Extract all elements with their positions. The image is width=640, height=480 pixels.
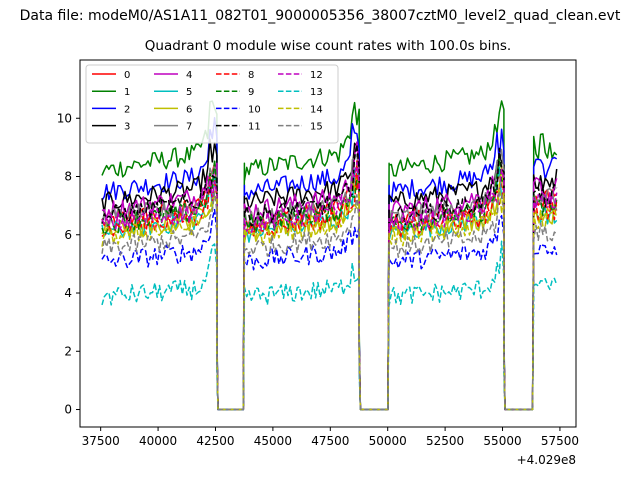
x-axis-offset-label: +4.029e8	[517, 453, 576, 467]
legend-label-6: 6	[186, 104, 192, 115]
legend-label-12: 12	[310, 70, 323, 81]
legend-label-11: 11	[248, 122, 261, 133]
legend-label-13: 13	[310, 87, 323, 98]
series-line-1	[101, 100, 558, 411]
chart-title: Quadrant 0 module wise count rates with …	[145, 38, 511, 54]
x-tick-label: 37500	[82, 434, 120, 448]
legend-label-7: 7	[186, 122, 192, 133]
series-line-12	[101, 161, 558, 411]
legend-label-15: 15	[310, 122, 323, 133]
legend-label-5: 5	[186, 87, 192, 98]
series-line-3	[101, 138, 558, 411]
legend-label-10: 10	[248, 104, 261, 115]
x-tick-label: 40000	[139, 434, 177, 448]
y-tick-label: 4	[64, 286, 72, 300]
x-tick-label: 50000	[369, 434, 407, 448]
legend-label-14: 14	[310, 104, 323, 115]
chart-suptitle: Data file: modeM0/AS1A11_082T01_90000053…	[20, 8, 621, 24]
y-tick-label: 0	[64, 403, 72, 417]
legend-frame	[85, 64, 339, 144]
legend-label-8: 8	[248, 70, 254, 81]
legend-label-4: 4	[186, 70, 192, 81]
series-layer	[101, 100, 558, 411]
series-line-11	[101, 143, 558, 411]
x-tick-label: 57500	[541, 434, 579, 448]
series-line-13	[101, 240, 558, 411]
y-tick-label: 10	[57, 111, 72, 125]
x-tick-label: 52500	[426, 434, 464, 448]
series-line-14	[101, 183, 558, 411]
y-tick-label: 2	[64, 344, 72, 358]
series-line-10	[101, 208, 558, 411]
y-tick-label: 6	[64, 228, 72, 242]
legend-label-2: 2	[124, 104, 130, 115]
legend-label-1: 1	[124, 87, 130, 98]
x-tick-label: 45000	[254, 434, 292, 448]
axes-layer: 37500 40000 42500 45000 47500 50000 52500 55000…	[57, 111, 579, 448]
y-tick-label: 8	[64, 170, 72, 184]
legend-label-3: 3	[124, 122, 130, 133]
series-line-9	[101, 157, 558, 411]
x-tick-label: 55000	[483, 434, 521, 448]
series-line-15	[101, 191, 558, 411]
plot-frame	[79, 59, 577, 428]
legend-label-0: 0	[124, 70, 130, 81]
series-line-8	[101, 160, 558, 411]
x-tick-label: 47500	[311, 434, 349, 448]
x-tick-label: 42500	[196, 434, 234, 448]
legend-label-9: 9	[248, 87, 254, 98]
